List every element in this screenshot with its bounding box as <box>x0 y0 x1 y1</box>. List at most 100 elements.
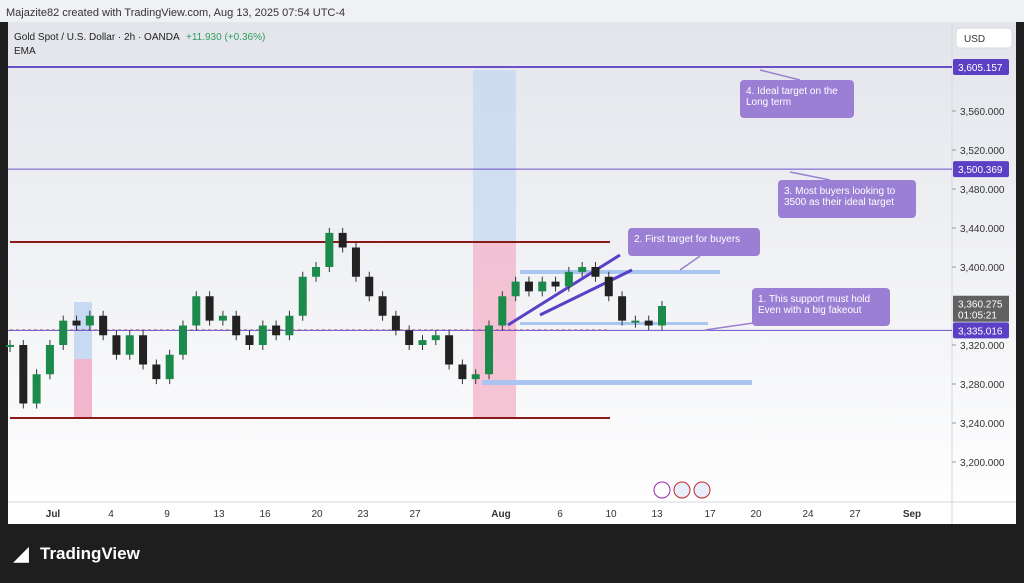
candle <box>631 320 640 323</box>
annotation: 4. Ideal target on the Long term <box>746 86 838 108</box>
candle <box>445 335 454 365</box>
candle <box>99 315 108 336</box>
price-tick-label: 3,200.000 <box>960 458 1005 469</box>
candle <box>312 267 321 277</box>
candle <box>152 364 161 380</box>
channel-line <box>539 268 633 317</box>
date-label: 20 <box>750 509 762 520</box>
annotation-pointer <box>679 255 701 271</box>
candle <box>391 315 400 331</box>
countdown: 01:05:21 <box>958 311 997 322</box>
candle <box>6 345 14 347</box>
annotation-text: 1. This support must hold Even with a bi… <box>758 294 871 316</box>
candle <box>485 325 494 375</box>
date-label: 10 <box>605 509 617 520</box>
candle <box>564 271 573 287</box>
event-icon[interactable] <box>653 481 671 499</box>
annotation: 2. First target for buyers <box>634 234 741 245</box>
candle <box>498 296 507 326</box>
candle <box>59 320 68 345</box>
zone <box>520 270 720 274</box>
price-badge <box>953 58 1009 75</box>
annotation: 3. Most buyers looking to 3500 as their … <box>784 186 896 208</box>
last-price: 3,360.275 <box>958 300 1003 311</box>
channel-line <box>507 253 621 327</box>
candle <box>338 232 347 248</box>
annotation-text: 2. First target for buyers <box>634 234 741 245</box>
candle <box>232 315 241 336</box>
annotation-pointer <box>789 171 831 181</box>
currency-button[interactable] <box>955 27 1013 49</box>
annotation-pointer <box>759 69 801 81</box>
price-tick-label: 3,320.000 <box>960 341 1005 352</box>
brand: TradingView <box>40 544 141 563</box>
price-tick-label: 3,240.000 <box>960 419 1005 430</box>
date-label: 4 <box>108 509 114 520</box>
candle <box>139 335 148 365</box>
candle <box>272 325 281 336</box>
price-badge <box>953 322 1009 339</box>
candle <box>298 276 307 316</box>
brand-logo: ◢ <box>13 544 29 565</box>
date-label: 16 <box>259 509 271 520</box>
candle <box>418 340 427 345</box>
price-tick-label: 3,520.000 <box>960 146 1005 157</box>
annotation-box <box>740 80 854 118</box>
candle <box>285 315 294 336</box>
date-label: 27 <box>849 509 861 520</box>
indicator: EMA <box>14 46 36 57</box>
candle <box>45 345 54 375</box>
candle <box>205 296 214 321</box>
candle <box>471 374 480 380</box>
date-label: Jul <box>46 509 61 520</box>
author: Majazite82 created with TradingView.com,… <box>6 7 345 19</box>
symbol: Gold Spot / U.S. Dollar · 2h · OANDA <box>14 32 180 43</box>
event-icon[interactable] <box>673 481 691 499</box>
annotation-box <box>778 180 916 218</box>
candle <box>524 281 533 292</box>
date-label: 17 <box>704 509 716 520</box>
annotation-text: 3. Most buyers looking to 3500 as their … <box>784 186 896 208</box>
date-label: 24 <box>802 509 814 520</box>
candle <box>258 325 267 345</box>
candle <box>192 296 201 326</box>
candle <box>85 315 94 326</box>
candle <box>511 281 520 297</box>
price-badge-label: 3,335.016 <box>958 326 1003 337</box>
candle <box>325 232 334 267</box>
event-icon[interactable] <box>693 481 711 499</box>
candle <box>578 267 587 272</box>
zone <box>482 380 752 385</box>
last-price-badge <box>953 295 1009 322</box>
candle <box>618 296 627 321</box>
candle <box>378 296 387 316</box>
price-tick-label: 3,480.000 <box>960 185 1005 196</box>
annotation: 1. This support must hold Even with a bi… <box>758 294 871 316</box>
candle <box>125 335 134 355</box>
candle <box>658 306 666 326</box>
candle <box>112 335 121 355</box>
change: +11.930 (+0.36%) <box>186 32 265 43</box>
date-label: 23 <box>357 509 369 520</box>
date-label: 13 <box>213 509 225 520</box>
candle <box>72 320 81 326</box>
candle <box>178 325 187 355</box>
candle <box>591 267 600 277</box>
candle <box>458 364 467 380</box>
candle <box>19 345 28 404</box>
annotation-pointer <box>704 321 761 331</box>
date-label: 20 <box>311 509 323 520</box>
top-bar <box>0 0 1024 22</box>
price-badge-label: 3,605.157 <box>958 63 1003 74</box>
candle <box>32 374 41 404</box>
highlight <box>74 359 92 418</box>
price-tick-label: 3,560.000 <box>960 107 1005 118</box>
candle <box>431 335 440 341</box>
annotation-box <box>628 228 760 256</box>
candle <box>538 281 547 292</box>
price-tick-label: 3,280.000 <box>960 380 1005 391</box>
candle <box>405 330 414 345</box>
date-label: 9 <box>164 509 170 520</box>
currency: USD <box>964 34 985 45</box>
